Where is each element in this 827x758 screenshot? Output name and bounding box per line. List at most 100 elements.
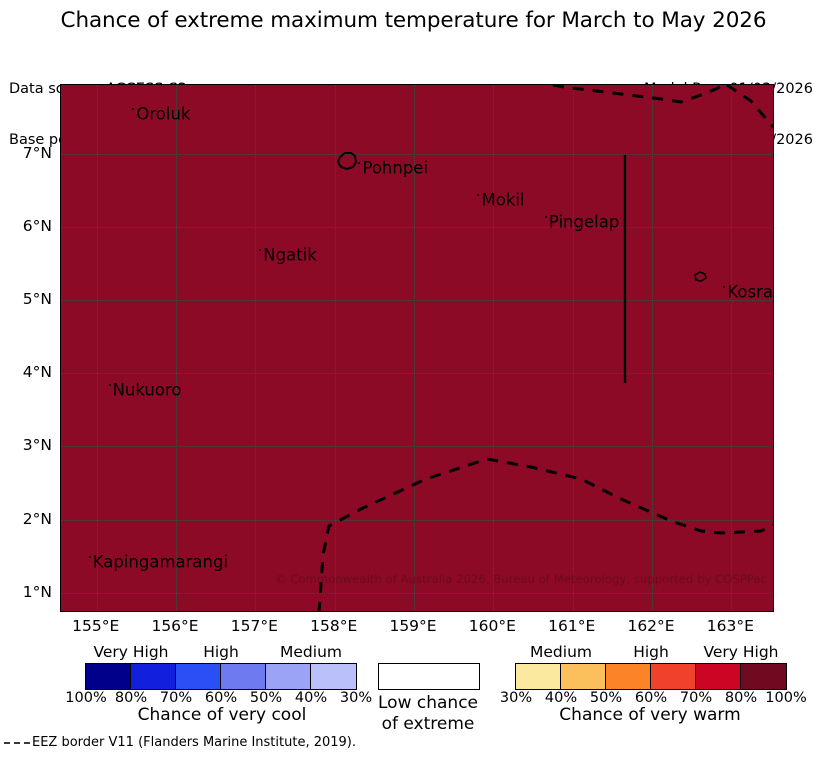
legend-category-label: High [633, 643, 669, 661]
copyright-watermark: © Commonwealth of Australia 2026, Bureau… [275, 572, 767, 586]
gridline-horizontal [61, 519, 773, 521]
legend-low-chance-caption: Low chance of extreme [378, 693, 478, 735]
legend-swatch[interactable] [176, 664, 221, 689]
latitude-tick-label: 6°N [22, 217, 52, 236]
legend-swatch[interactable] [221, 664, 266, 689]
gridline-vertical [493, 85, 495, 611]
longitude-tick-label: 163°E [706, 617, 754, 635]
legend-tick-label: 70% [159, 690, 193, 706]
longitude-tick-label: 162°E [627, 617, 675, 635]
map-place-label: Pingelap [548, 212, 620, 232]
legend-category-label: Medium [530, 643, 592, 661]
latitude-tick-label: 4°N [22, 363, 52, 382]
legend-category-label: Medium [280, 643, 342, 661]
map-place-label: Pohnpei [362, 158, 429, 178]
gridline-vertical [255, 85, 257, 611]
legend-swatch[interactable] [606, 664, 651, 689]
gridline-horizontal [61, 300, 773, 302]
legend-tick-label: 60% [634, 690, 668, 706]
longitude-tick-label: 161°E [548, 617, 596, 635]
latitude-tick-label: 2°N [22, 509, 52, 528]
longitude-tick-label: 155°E [72, 617, 120, 635]
longitude-tick-label: 159°E [389, 617, 437, 635]
latitude-tick-label: 5°N [22, 290, 52, 309]
gridline-vertical [572, 85, 574, 611]
legend-swatch[interactable] [86, 664, 131, 689]
legend-cool[interactable] [85, 663, 357, 690]
map-place-marker [259, 249, 262, 252]
legend-tick-label: 100% [65, 690, 107, 706]
legend-swatch[interactable] [696, 664, 741, 689]
legend-warm-caption: Chance of very warm [559, 705, 741, 725]
eez-border-north [552, 85, 724, 104]
map-place-marker [108, 383, 111, 386]
legend-tick-label: 70% [679, 690, 713, 706]
legend-swatch[interactable] [311, 664, 356, 689]
page-title: Chance of extreme maximum temperature fo… [60, 8, 767, 33]
gridline-vertical [176, 85, 178, 611]
legend-warm[interactable] [515, 663, 787, 690]
legend-tick-label: 100% [765, 690, 807, 706]
map-place-marker [723, 285, 726, 288]
map-place-marker [477, 194, 480, 197]
legend-tick-label: 50% [249, 690, 283, 706]
legend-tick-label: 80% [114, 690, 148, 706]
legend-low-chance-line1: Low chance [378, 693, 478, 713]
legend-swatch[interactable] [741, 664, 786, 689]
pohnpei-island-outline [336, 152, 358, 171]
gridline-vertical [334, 85, 336, 611]
legend-tick-label: 30% [339, 690, 373, 706]
gridline-vertical [731, 85, 733, 611]
legend-swatch[interactable] [516, 664, 561, 689]
legend-category-label: High [203, 643, 239, 661]
legend-cool-colorbar[interactable] [85, 663, 357, 690]
gridline-vertical [652, 85, 654, 611]
longitude-tick-label: 160°E [468, 617, 516, 635]
gridline-horizontal [61, 154, 773, 156]
map-place-label: Nukuoro [112, 380, 182, 400]
legend-tick-label: 60% [204, 690, 238, 706]
map-plot-area[interactable]: Oroluk Pohnpei Mokil Pingelap Ngatik Kosrae Nu… [60, 84, 774, 612]
kosrae-island-outline [694, 271, 707, 282]
latitude-tick-label: 3°N [22, 436, 52, 455]
map-place-marker [88, 555, 91, 558]
legend-category-label: Very High [93, 643, 169, 661]
eez-border-south [317, 457, 773, 611]
map-place-label: Kosrae [727, 282, 773, 302]
map-place-marker [358, 161, 361, 164]
legend-tick-label: 50% [589, 690, 623, 706]
legend-tick-label: 40% [294, 690, 328, 706]
legend-low-chance-swatch[interactable] [378, 663, 480, 690]
map-place-marker [544, 215, 547, 218]
map-place-label: Kapingamarangi [92, 552, 229, 572]
map-place-marker [132, 108, 135, 111]
legend-swatch[interactable] [266, 664, 311, 689]
legend-category-label: Very High [703, 643, 779, 661]
gridline-vertical [414, 85, 416, 611]
gridline-horizontal [61, 373, 773, 375]
legend-low-chance-line2: of extreme [381, 714, 475, 734]
gridline-horizontal [61, 446, 773, 448]
longitude-tick-label: 157°E [230, 617, 278, 635]
longitude-tick-label: 156°E [151, 617, 199, 635]
legend-swatch[interactable] [131, 664, 176, 689]
longitude-tick-label: 158°E [310, 617, 358, 635]
gridline-vertical [96, 85, 98, 611]
map-place-label: Mokil [481, 190, 525, 210]
map-place-label: Ngatik [263, 245, 317, 265]
gridline-horizontal [61, 227, 773, 229]
latitude-tick-label: 1°N [22, 582, 52, 601]
legend-tick-label: 80% [724, 690, 758, 706]
map-place-label: Oroluk [136, 104, 191, 124]
legend-tick-label: 40% [544, 690, 578, 706]
legend-cool-caption: Chance of very cool [137, 705, 307, 725]
footer-note: EEZ border V11 (Flanders Marine Institut… [32, 735, 356, 750]
legend-warm-colorbar[interactable] [515, 663, 787, 690]
eez-border-northeast [726, 85, 773, 128]
eez-border-lines [317, 85, 773, 611]
legend-swatch[interactable] [651, 664, 696, 689]
legend-swatch[interactable] [561, 664, 606, 689]
gridline-horizontal [61, 592, 773, 594]
eez-dash-sample [4, 742, 30, 744]
legend-tick-label: 30% [499, 690, 533, 706]
